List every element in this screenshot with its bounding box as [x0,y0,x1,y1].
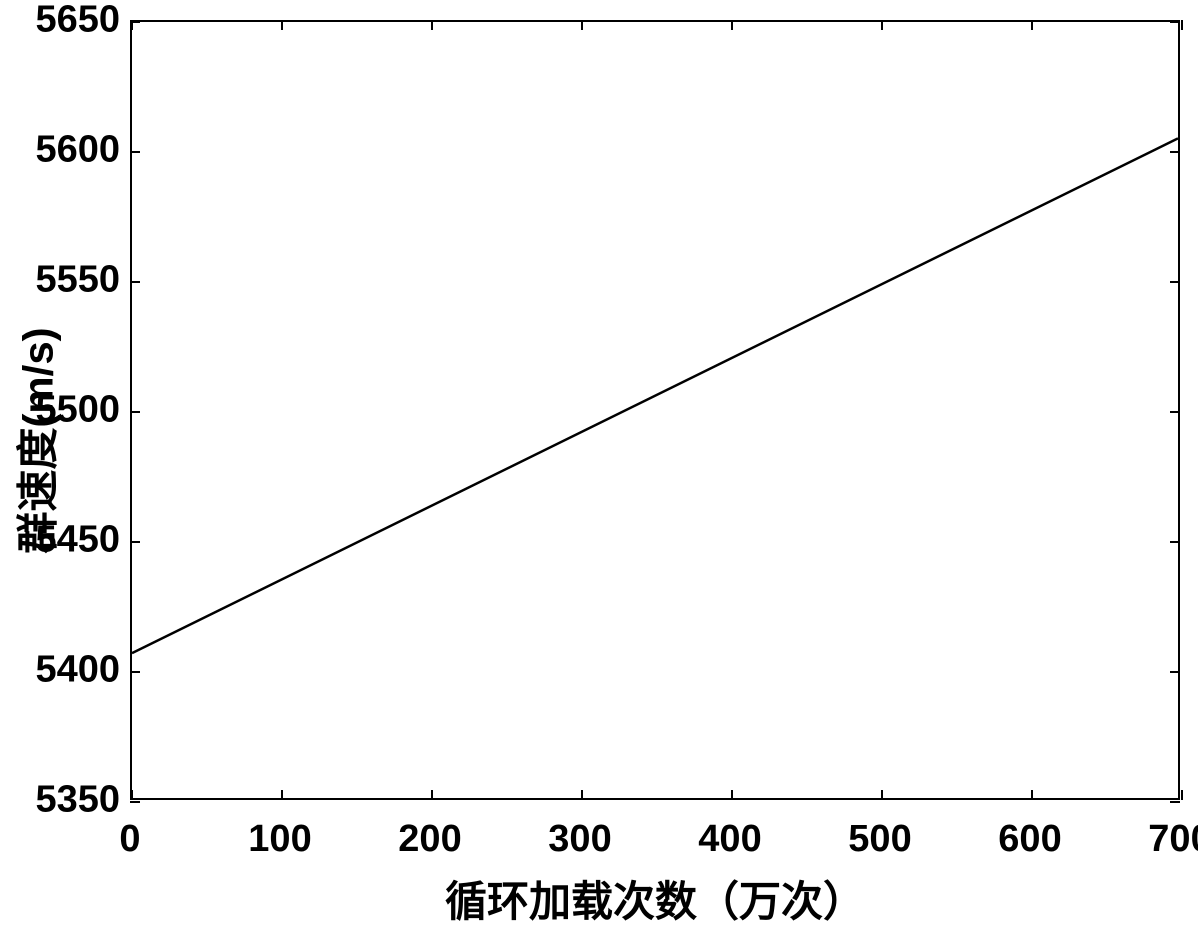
x-tick [1181,790,1183,800]
x-tick-label: 200 [398,818,461,861]
x-axis-title: 循环加载次数（万次） [445,868,865,929]
y-tick-label: 5400 [10,649,120,692]
x-tick-label: 500 [848,818,911,861]
y-tick [130,21,140,23]
x-tick-label: 300 [548,818,611,861]
y-tick-label: 5350 [10,779,120,822]
x-tick [731,790,733,800]
y-tick-label: 5600 [10,129,120,172]
y-tick-right [1170,541,1180,543]
y-tick-right [1170,411,1180,413]
y-tick-label: 5550 [10,259,120,302]
x-tick-label: 700 [1148,818,1198,861]
y-tick-right [1170,801,1180,803]
x-tick-top [431,20,433,30]
line-series [132,22,1178,798]
y-tick-right [1170,21,1180,23]
y-tick [130,281,140,283]
y-tick-right [1170,151,1180,153]
x-tick-top [281,20,283,30]
x-tick-top [1181,20,1183,30]
chart-container: 循环加载次数（万次） 群速度(m/s) 01002003004005006007… [130,20,1180,800]
y-tick [130,411,140,413]
x-tick [581,790,583,800]
y-tick-label: 5650 [10,0,120,42]
plot-area [130,20,1180,800]
y-tick [130,151,140,153]
y-tick-label: 5450 [10,519,120,562]
x-tick [431,790,433,800]
x-tick-label: 400 [698,818,761,861]
y-tick [130,541,140,543]
x-tick-top [1031,20,1033,30]
x-tick-top [881,20,883,30]
x-tick-label: 0 [119,818,140,861]
y-tick-right [1170,671,1180,673]
x-tick [131,790,133,800]
y-tick [130,801,140,803]
x-tick [881,790,883,800]
y-tick-label: 5500 [10,389,120,432]
x-tick-label: 600 [998,818,1061,861]
y-tick-right [1170,281,1180,283]
x-tick-top [581,20,583,30]
x-tick [1031,790,1033,800]
x-tick-top [731,20,733,30]
x-tick [281,790,283,800]
x-tick-label: 100 [248,818,311,861]
y-tick [130,671,140,673]
